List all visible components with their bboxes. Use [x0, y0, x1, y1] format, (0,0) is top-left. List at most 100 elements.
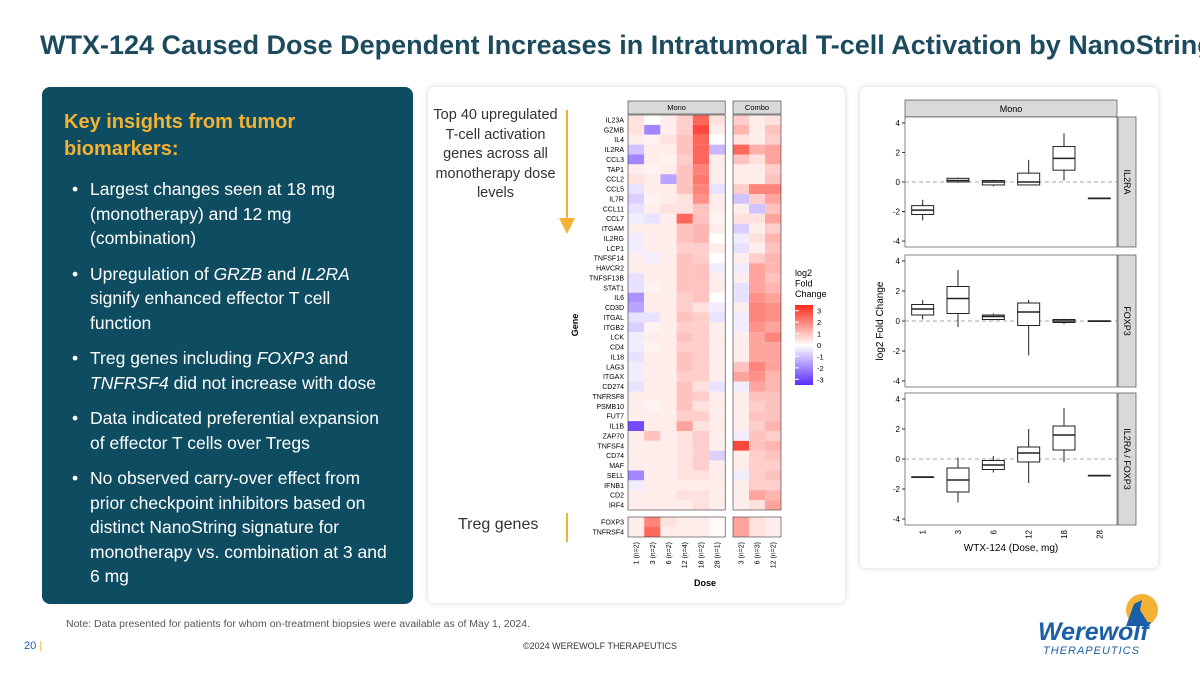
heatmap-cell: [644, 421, 661, 431]
heatmap-cell: [660, 450, 677, 461]
heatmap-cell: [660, 480, 677, 491]
heatmap-cell: [749, 213, 765, 224]
heatmap-cell: [733, 490, 749, 501]
heatmap-cell: [765, 480, 781, 491]
y-tick-label: IL18: [610, 354, 624, 361]
heatmap-cell: [709, 223, 726, 234]
heatmap-cell: [749, 312, 765, 323]
bullet-text: Upregulation of: [90, 263, 214, 284]
insights-heading: Key insights from tumor biomarkers:: [64, 111, 296, 160]
heatmap-cell: [709, 115, 726, 125]
heatmap-cell: [765, 194, 781, 204]
y-tick-label: -4: [893, 237, 901, 246]
heatmap-cell: [660, 263, 677, 273]
heatmap-cell: [709, 164, 726, 175]
heatmap-cell: [628, 124, 645, 135]
heatmap-cell: [692, 154, 709, 165]
heatmap-cell: [733, 154, 749, 165]
y-tick-label: ITGAL: [604, 315, 624, 322]
heatmap-cell: [660, 500, 677, 510]
heatmap-cell: [628, 312, 645, 323]
heatmap-cell: [733, 431, 749, 441]
heatmap-cell: [676, 282, 693, 293]
heatmap-cell: [749, 490, 765, 501]
heatmap-cell: [733, 440, 749, 451]
heatmap-cell: [692, 282, 709, 293]
heatmap-cell: [628, 500, 645, 510]
colorbar-label: 2: [817, 318, 821, 327]
heatmap-cell: [676, 440, 693, 451]
heatmap-cell: [709, 124, 726, 135]
heatmap-cell: [628, 490, 645, 501]
heatmap-cell: [749, 223, 765, 234]
strip-label: Combo: [745, 103, 769, 112]
heatmap-cell: [709, 332, 726, 343]
x-tick-label: 12 (n=4): [682, 542, 689, 568]
heatmap-cell: [709, 194, 726, 204]
heatmap-cell: [749, 517, 765, 527]
heatmap-cell: [709, 527, 726, 537]
strip: [732, 100, 782, 115]
heatmap-cell: [692, 144, 709, 155]
heatmap-cell: [692, 164, 709, 175]
heatmap-cell: [644, 381, 661, 392]
heatmap-cell: [628, 421, 645, 431]
heatmap-cell: [676, 460, 693, 471]
colorbar-label: 3: [817, 307, 821, 316]
heatmap-cell: [628, 371, 645, 382]
heatmap-cell: [709, 450, 726, 461]
heatmap-cell: [628, 450, 645, 461]
heatmap-cell: [676, 273, 693, 283]
heatmap-cell: [628, 144, 645, 155]
heatmap-cell: [692, 174, 709, 185]
bullet-text: Treg genes including: [90, 348, 257, 368]
heatmap-cell: [660, 342, 677, 352]
heatmap-cell: [660, 460, 677, 471]
heatmap-cell: [692, 401, 709, 412]
y-tick-label: IL7R: [609, 196, 624, 203]
heatmap-cell: [676, 342, 693, 352]
heatmap-cell: [676, 500, 693, 510]
heatmap-cell: [765, 213, 781, 224]
logo-sub: THERAPEUTICS: [1043, 645, 1140, 657]
x-tick-label: 18: [1060, 529, 1069, 538]
heatmap-cell: [660, 431, 677, 441]
heatmap-cell: [765, 450, 781, 461]
heatmap-cell: [709, 480, 726, 491]
heatmap-cell: [692, 517, 709, 527]
strip: [1117, 254, 1137, 388]
x-tick-label: 12 (n=2): [771, 542, 778, 568]
heatmap-cell: [749, 282, 765, 293]
heatmap-cell: [692, 302, 709, 313]
heatmap-cell: [709, 154, 726, 165]
heatmap-cell: [660, 411, 677, 422]
heatmap-cell: [692, 431, 709, 441]
heatmap-cell: [644, 322, 661, 333]
y-tick-label: IL4: [614, 137, 624, 144]
y-tick-label: MAF: [609, 463, 624, 470]
heatmap-cell: [765, 371, 781, 382]
heatmap-cell: [644, 233, 661, 244]
logo-icon: [1126, 594, 1158, 626]
heatmap-cell: [709, 203, 726, 214]
heatmap-cell: [733, 371, 749, 382]
bullet-text: signify enhanced effector T cell functio…: [90, 288, 331, 333]
heatmap-cell: [733, 273, 749, 283]
y-tick-label: -2: [893, 347, 901, 356]
heatmap-cell: [692, 213, 709, 224]
heatmap-cell: [692, 342, 709, 352]
heatmap-cell: [676, 292, 693, 303]
heatmap-cell: [660, 223, 677, 234]
heatmap-cell: [765, 144, 781, 155]
heatmap-cell: [765, 517, 781, 527]
heatmap-cell: [628, 233, 645, 244]
heatmap-cell: [709, 342, 726, 352]
heatmap-cell: [628, 174, 645, 185]
heatmap-cell: [676, 263, 693, 273]
heatmap-cell: [644, 144, 661, 155]
heatmap-cell: [733, 391, 749, 402]
heatmap-cell: [644, 312, 661, 323]
heatmap-cell: [644, 527, 661, 537]
heatmap-cell: [709, 312, 726, 323]
